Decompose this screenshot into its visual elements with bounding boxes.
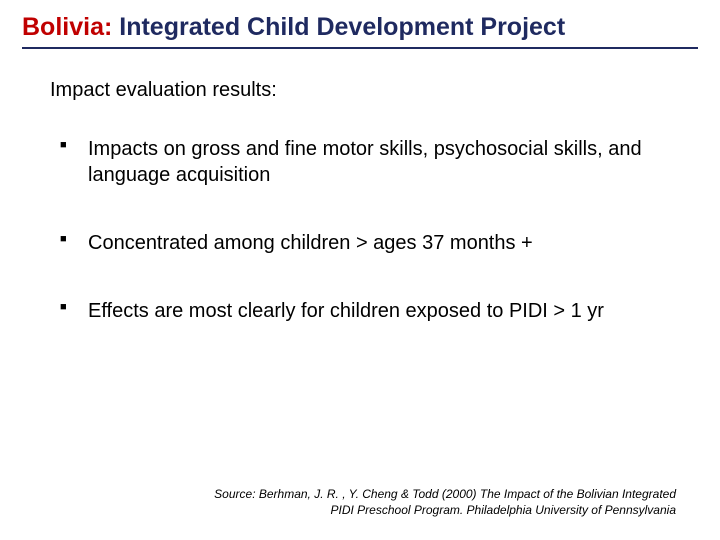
- content-area: Impact evaluation results: Impacts on gr…: [22, 79, 698, 324]
- title-main: Integrated Child Development Project: [112, 13, 565, 41]
- slide-title: Bolivia: Integrated Child Development Pr…: [22, 12, 698, 43]
- list-item: Effects are most clearly for children ex…: [58, 298, 670, 324]
- title-accent: Bolivia:: [22, 13, 112, 41]
- list-item: Impacts on gross and fine motor skills, …: [58, 136, 670, 188]
- slide: Bolivia: Integrated Child Development Pr…: [0, 0, 720, 540]
- source-citation: Source: Berhman, J. R. , Y. Cheng & Todd…: [196, 486, 676, 518]
- bullet-list: Impacts on gross and fine motor skills, …: [50, 136, 670, 324]
- list-item: Concentrated among children > ages 37 mo…: [58, 230, 670, 256]
- title-underline: [22, 47, 698, 49]
- intro-text: Impact evaluation results:: [50, 79, 670, 102]
